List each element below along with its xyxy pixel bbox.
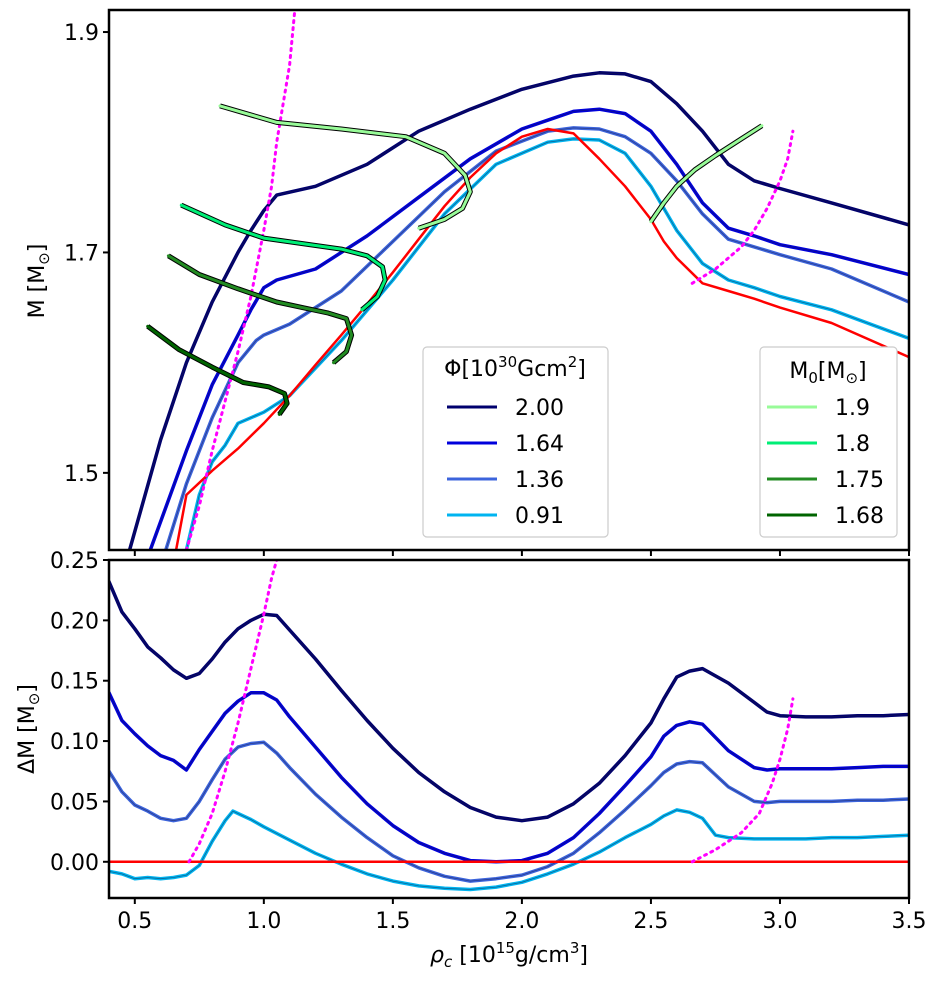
xtick-label-1-3: 2.0 xyxy=(504,909,539,934)
legend-m0-entries: 1.9 1.8 1.75 1.68 xyxy=(767,396,884,529)
series-1-3-edge xyxy=(109,809,909,890)
series-1-5 xyxy=(187,560,279,864)
legend-m0: M0[M⊙] 1.9 1.8 1.75 1.68 xyxy=(759,346,898,538)
xtick-label-1-0: 0.5 xyxy=(117,909,152,934)
series-0-4 xyxy=(174,127,909,550)
legend-m0-label-3: 1.68 xyxy=(835,504,884,529)
ytick-label-1-2: 0.10 xyxy=(50,730,99,755)
series-1-2-edge xyxy=(109,741,909,882)
ytick-label-0-2: 1.9 xyxy=(64,21,99,46)
bottom-ylabel: ΔM [M⊙] xyxy=(15,684,43,774)
bottom-axes-frame xyxy=(107,558,911,900)
bottom-xlabel: ρc [1015g/cm3] xyxy=(430,939,588,971)
bottom-panel: 0.5 1.0 1.5 2.0 2.5 3.0 3.5 0.00 0.05 0.10 0.15 0.2… xyxy=(15,549,927,971)
legend-phi: Φ[1030Gcm2] 2.00 1.64 1.36 0.91 xyxy=(422,346,609,538)
xtick-label-1-1: 1.0 xyxy=(246,909,281,934)
top-ylabel: M [M⊙] xyxy=(25,244,53,319)
xtick-label-1-4: 2.5 xyxy=(633,909,668,934)
legend-m0-label-0: 1.9 xyxy=(835,396,870,421)
ytick-label-1-1: 0.05 xyxy=(50,790,99,815)
legend-phi-label-0: 2.00 xyxy=(515,396,564,421)
legend-m0-label-1: 1.8 xyxy=(835,432,870,457)
series-0-1-edge xyxy=(149,108,909,550)
ytick-label-1-5: 0.25 xyxy=(50,549,99,574)
series-0-2-edge xyxy=(165,127,909,550)
top-series-group xyxy=(127,10,909,550)
ytick-label-1-0: 0.00 xyxy=(50,851,99,876)
top-ylabel-sub: ⊙ xyxy=(35,252,53,265)
bottom-series-group xyxy=(109,560,909,892)
top-ticks: 1.5 1.7 1.9 xyxy=(64,21,910,556)
ytick-label-1-4: 0.20 xyxy=(50,609,99,634)
series-0-0-edge xyxy=(129,72,909,550)
ytick-label-1-3: 0.15 xyxy=(50,670,99,695)
series-0-10 xyxy=(146,324,289,416)
series-0-5 xyxy=(184,10,297,550)
series-0-8 xyxy=(179,203,387,312)
series-1-0 xyxy=(109,579,909,823)
legend-phi-label-3: 0.91 xyxy=(515,504,564,529)
legend-phi-label-2: 1.36 xyxy=(515,468,564,493)
series-0-11 xyxy=(649,124,764,224)
ytick-label-0-0: 1.5 xyxy=(64,462,99,487)
legend-phi-label-1: 1.64 xyxy=(515,432,564,457)
legend-m0-label-2: 1.75 xyxy=(835,468,884,493)
series-1-1-edge xyxy=(109,692,909,863)
series-0-7 xyxy=(218,104,472,230)
series-1-6 xyxy=(690,697,795,864)
legend-phi-entries: 2.00 1.64 1.36 0.91 xyxy=(447,396,564,529)
series-0-9 xyxy=(166,254,354,365)
xtick-label-1-6: 3.5 xyxy=(892,909,927,934)
xtick-label-1-5: 3.0 xyxy=(762,909,797,934)
legend-m0-frame xyxy=(759,346,898,538)
ytick-label-0-1: 1.7 xyxy=(64,241,99,266)
top-panel: 1.5 1.7 1.9 M [M⊙] Φ[1030Gcm2] 2.00 1.64 1.3… xyxy=(25,8,911,556)
series-0-3-edge xyxy=(186,138,909,550)
series-1-0-edge xyxy=(109,581,909,822)
legend-phi-frame xyxy=(422,346,609,538)
top-axes-frame xyxy=(107,8,911,552)
legend-m0-title: M0[M⊙] xyxy=(789,359,866,387)
top-ylabel-close: ] xyxy=(25,244,50,253)
legend-phi-title: Φ[1030Gcm2] xyxy=(444,353,586,382)
bottom-ticks: 0.5 1.0 1.5 2.0 2.5 3.0 3.5 0.00 0.05 0.10 0.15 0.2… xyxy=(50,549,926,934)
xtick-label-1-2: 1.5 xyxy=(375,909,410,934)
series-0-8-outline xyxy=(180,202,388,312)
top-ylabel-main: M [M xyxy=(25,265,50,319)
